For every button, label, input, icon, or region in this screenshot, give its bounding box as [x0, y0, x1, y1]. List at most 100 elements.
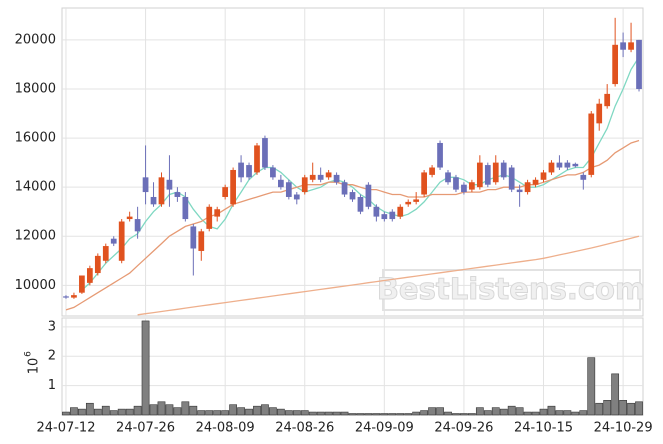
- volume-bar: [340, 411, 349, 416]
- x-tick-label: 24-08-26: [275, 421, 334, 436]
- volume-bar: [523, 411, 532, 416]
- volume-bar: [197, 410, 206, 416]
- volume-bar: [380, 413, 389, 416]
- candle-body: [484, 165, 491, 185]
- candle-body: [349, 192, 356, 200]
- volume-bar: [70, 407, 78, 416]
- candle-body: [110, 238, 117, 244]
- volume-bar: [284, 410, 293, 416]
- volume-bar: [181, 401, 190, 416]
- candle-body: [540, 172, 547, 180]
- candle-body: [500, 162, 507, 178]
- volume-bar: [205, 410, 214, 416]
- candle-body: [596, 103, 603, 124]
- volume-bar: [436, 407, 444, 416]
- candle-body: [270, 167, 276, 178]
- volume-bar: [619, 400, 627, 416]
- y-tick-label: 14000: [15, 180, 56, 195]
- candle-body: [516, 189, 523, 193]
- volume-bar: [603, 400, 612, 416]
- x-tick-label: 24-09-09: [355, 421, 414, 436]
- volume-bar: [627, 402, 635, 416]
- candle-body: [301, 177, 308, 193]
- volume-bar: [149, 404, 158, 416]
- candle-body: [222, 187, 229, 197]
- volume-bar: [261, 404, 269, 416]
- candle-body: [126, 216, 133, 220]
- candle-body: [134, 219, 141, 232]
- candle-body: [548, 162, 555, 173]
- volume-bar: [125, 408, 134, 416]
- volume-bar: [253, 405, 261, 416]
- volume-bar: [515, 407, 524, 416]
- volume-bar: [165, 404, 174, 416]
- candle-body: [325, 172, 332, 178]
- candle-body: [588, 113, 595, 175]
- candle-body: [174, 192, 181, 197]
- x-tick-label: 24-10-29: [594, 421, 653, 436]
- volume-bar: [595, 402, 604, 416]
- price-panel: [61, 7, 644, 317]
- candle-body: [508, 167, 515, 190]
- volume-bar: [292, 410, 301, 416]
- volume-bar: [117, 408, 126, 416]
- y-tick-label: 10000: [15, 278, 56, 293]
- candle-body: [278, 179, 284, 188]
- candle-body: [94, 255, 101, 274]
- candle-body: [405, 201, 412, 205]
- volume-bar: [539, 408, 548, 416]
- candle-body: [564, 162, 571, 168]
- candle-body: [285, 182, 292, 197]
- volume-bar: [611, 373, 620, 416]
- candle-body: [166, 179, 173, 190]
- candle-body: [572, 163, 579, 167]
- volume-bar: [157, 401, 166, 416]
- volume-bar: [499, 408, 508, 416]
- volume-bar: [475, 407, 484, 416]
- candle-body: [317, 174, 324, 180]
- candle-body: [118, 221, 125, 261]
- volume-bar: [547, 405, 556, 416]
- volume-bar: [324, 411, 333, 416]
- volume-bar: [62, 411, 70, 416]
- candle-body: [142, 177, 149, 193]
- candle-body: [437, 142, 443, 168]
- volume-bar: [213, 410, 222, 416]
- candle-body: [620, 42, 626, 50]
- volume-bar: [372, 413, 381, 416]
- candle-body: [532, 179, 539, 185]
- candle-body: [71, 295, 77, 298]
- y2-axis-label-exponent: 6: [24, 351, 34, 357]
- candle-body: [397, 206, 404, 217]
- volume-bar: [563, 410, 572, 416]
- candle-body: [293, 194, 300, 200]
- candle-body: [254, 145, 260, 173]
- volume-bar: [269, 407, 277, 416]
- volume-bar: [276, 408, 285, 416]
- volume-bar: [579, 410, 588, 416]
- candle-body: [230, 169, 236, 205]
- candle-body: [556, 162, 563, 168]
- watermark-box: [382, 269, 641, 311]
- candle-body: [86, 268, 93, 283]
- y-tick-label: 18000: [15, 81, 56, 96]
- candle-body: [262, 138, 268, 168]
- volume-bar: [221, 410, 230, 416]
- candle-body: [150, 196, 157, 205]
- candle-body: [357, 196, 364, 212]
- candle-body: [309, 174, 316, 180]
- volume-bar: [452, 413, 460, 416]
- candle-body: [198, 231, 205, 251]
- x-tick-label: 24-10-15: [514, 421, 573, 436]
- volume-bar: [571, 411, 580, 416]
- candle-body: [381, 214, 388, 220]
- candle-body: [206, 206, 213, 229]
- y2-tick-label: 3: [48, 319, 56, 334]
- candle-body: [413, 199, 420, 202]
- candle-body: [365, 184, 372, 207]
- candle-body: [453, 177, 459, 190]
- x-tick-label: 24-07-12: [36, 421, 95, 436]
- candle-body: [612, 44, 619, 85]
- y2-tick-label: 1: [48, 378, 56, 393]
